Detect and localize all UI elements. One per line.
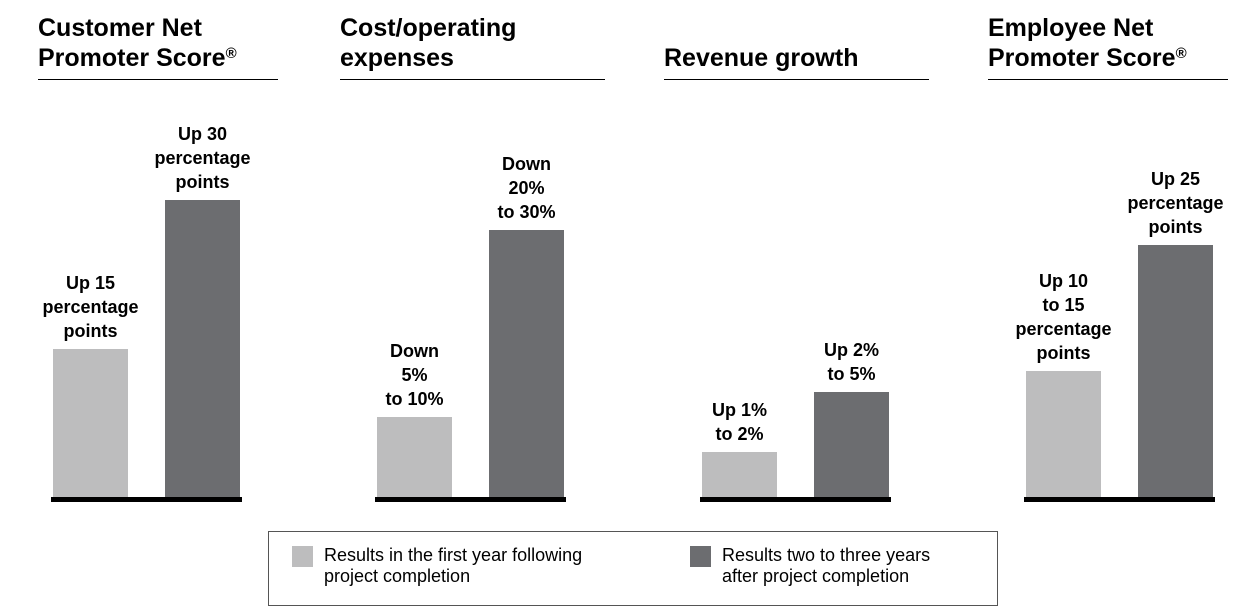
bar-two-to-three-years [165, 200, 240, 497]
bar-first-year [1026, 370, 1101, 497]
legend-label-two-to-three-years: Results two to three years after project… [722, 545, 1022, 587]
legend: Results in the first year following proj… [268, 531, 998, 606]
legend-label-line: project completion [324, 566, 471, 586]
data-label-line: percentage [1127, 192, 1224, 213]
legend-label-line: Results in the first year following [324, 545, 583, 565]
legend-swatch-first-year [292, 546, 313, 567]
baseline [1024, 497, 1215, 502]
data-label-line: Down [502, 153, 551, 174]
panel-title-line: expenses [340, 44, 454, 72]
panel-title: Employee Net Promoter Score® [988, 13, 1228, 80]
panel-title: Revenue growth [664, 43, 929, 80]
chart-panel: Customer Net Promoter Score® Up 15 percenta… [38, 0, 278, 505]
chart-panel: Cost/operating expenses Down 5% to 10% Down 20… [340, 0, 605, 505]
data-label-line: to 10% [385, 388, 444, 409]
panel-title: Customer Net Promoter Score® [38, 13, 278, 80]
baseline [700, 497, 891, 502]
bar-first-year [377, 416, 452, 497]
data-label-line: Up 1% [711, 400, 767, 420]
data-label-line: Up 25 [1150, 168, 1201, 189]
bar-two-to-three-years [814, 392, 889, 497]
bar-two-to-three-years [489, 229, 564, 497]
data-label-line: to 5% [827, 364, 876, 384]
data-label: Up 10 to 15 percentage points [994, 269, 1134, 365]
data-label-line: to 2% [715, 424, 764, 444]
data-label-line: 20% [508, 177, 545, 198]
data-label-line: to 15 [1042, 294, 1085, 315]
chart-panel: Employee Net Promoter Score® Up 10 to 15 per… [988, 0, 1228, 505]
panel-title-line: Cost/operating [340, 14, 517, 42]
bar-first-year [53, 348, 128, 497]
data-label-line: Up 2% [823, 340, 879, 360]
data-label-line: to 30% [497, 201, 556, 222]
data-label-line: points [63, 320, 118, 341]
legend-swatch-two-to-three-years [690, 546, 711, 567]
data-label: Down 20% to 30% [457, 152, 597, 224]
data-label: Up 15 percentage points [21, 271, 161, 343]
data-label-line: points [175, 172, 230, 192]
panel-title-line: Customer Net [38, 14, 202, 42]
bar-first-year [702, 452, 777, 497]
data-label-line: Up 15 [65, 272, 116, 293]
legend-label-line: after project completion [722, 566, 910, 586]
data-label: Up 25 percentage points [1106, 167, 1246, 239]
data-label: Down 5% to 10% [345, 339, 485, 411]
panel-title-line: Promoter Score® [988, 44, 1187, 72]
registered-mark: ® [225, 45, 237, 62]
data-label: Up 1% to 2% [670, 398, 810, 446]
panel-title-line: Promoter Score® [38, 44, 237, 72]
legend-label-line: Results two to three years [722, 545, 931, 565]
data-label-line: Down [390, 340, 439, 361]
baseline [51, 497, 242, 502]
data-label-line: points [1036, 342, 1091, 363]
chart-panel: Revenue growth Up 1% to 2% Up 2% to 5% [664, 0, 929, 505]
data-label-line: percentage [1015, 318, 1112, 339]
data-label-line: Up 30 [177, 124, 228, 144]
data-label-line: Up 10 [1038, 270, 1089, 291]
baseline [375, 497, 566, 502]
data-label: Up 30 percentage points [133, 122, 273, 194]
data-label-line: 5% [401, 364, 428, 385]
data-label: Up 2% to 5% [782, 338, 922, 386]
bar-two-to-three-years [1138, 244, 1213, 497]
panel-title-line: Revenue growth [664, 44, 859, 72]
data-label-line: points [1148, 216, 1203, 237]
panel-title-line: Employee Net [988, 14, 1154, 42]
legend-label-first-year: Results in the first year following proj… [324, 545, 624, 587]
data-label-line: percentage [154, 148, 251, 168]
data-label-line: percentage [42, 296, 139, 317]
registered-mark: ® [1175, 45, 1187, 62]
panel-title: Cost/operating expenses [340, 13, 605, 80]
